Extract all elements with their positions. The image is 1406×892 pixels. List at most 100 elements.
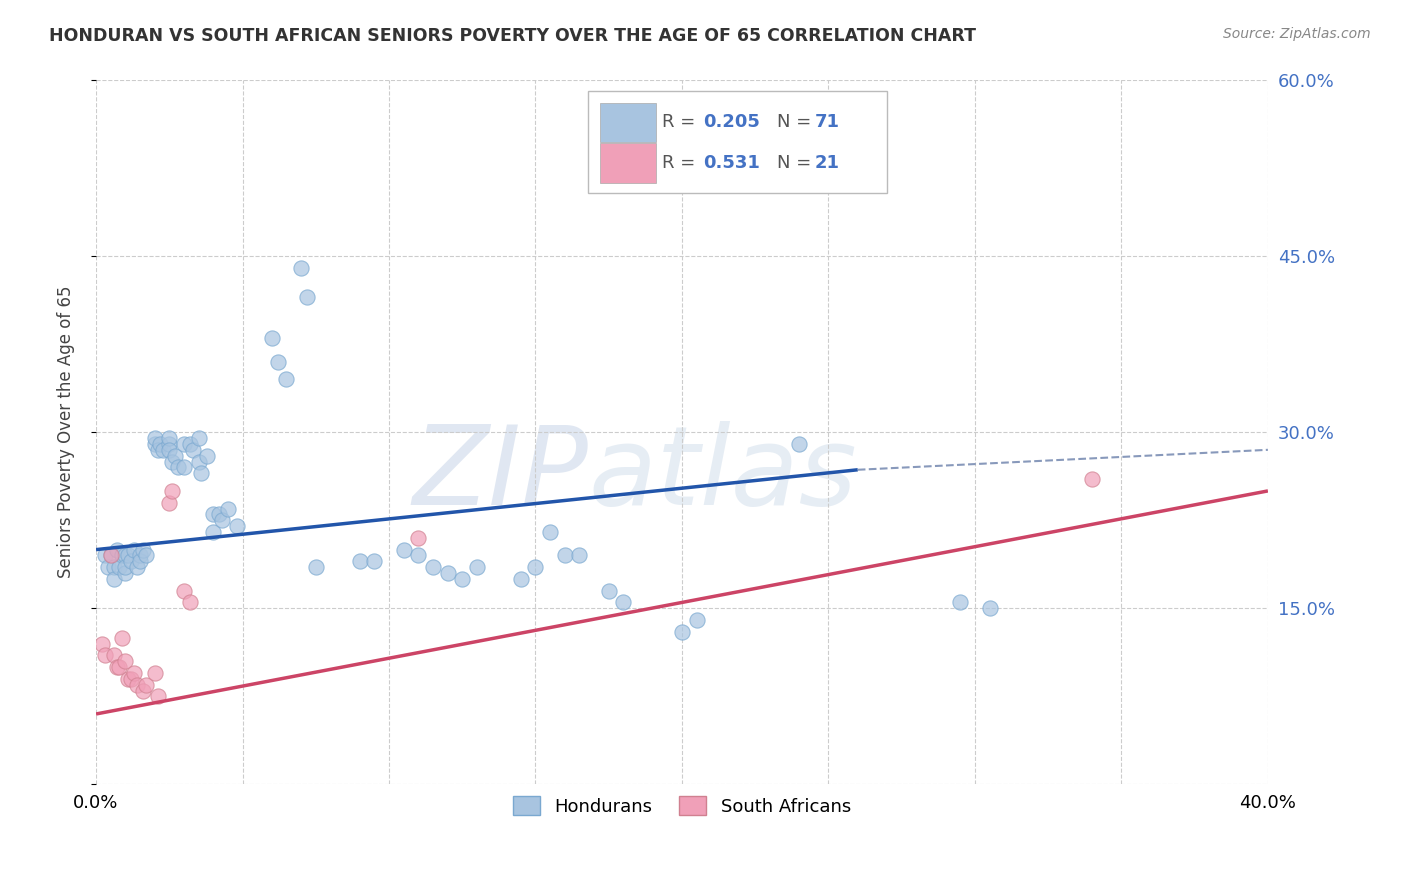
Point: [392, 542, 415, 557]
Point: [173, 437, 195, 451]
Point: [451, 572, 474, 586]
Point: [408, 531, 430, 545]
Point: [157, 496, 180, 510]
Point: [125, 678, 148, 692]
Point: [90, 636, 112, 650]
Point: [598, 583, 620, 598]
Point: [132, 683, 155, 698]
Point: [120, 672, 142, 686]
Point: [173, 460, 195, 475]
Point: [305, 560, 328, 574]
Point: [146, 442, 169, 457]
Point: [671, 624, 693, 639]
Point: [108, 660, 131, 674]
Point: [524, 560, 547, 574]
Point: [149, 437, 172, 451]
Point: [103, 648, 125, 663]
Point: [187, 454, 209, 468]
Point: [211, 513, 233, 527]
Point: [160, 454, 183, 468]
Point: [94, 648, 117, 663]
Text: HONDURAN VS SOUTH AFRICAN SENIORS POVERTY OVER THE AGE OF 65 CORRELATION CHART: HONDURAN VS SOUTH AFRICAN SENIORS POVERT…: [49, 27, 976, 45]
Point: [179, 437, 201, 451]
Point: [408, 549, 430, 563]
Point: [146, 690, 169, 704]
Y-axis label: Seniors Poverty Over the Age of 65: Seniors Poverty Over the Age of 65: [58, 286, 75, 578]
Point: [100, 549, 122, 563]
Point: [187, 431, 209, 445]
Point: [195, 449, 218, 463]
Point: [135, 678, 157, 692]
Point: [179, 595, 201, 609]
Point: [114, 560, 136, 574]
Text: ZIP: ZIP: [412, 421, 588, 528]
Point: [225, 519, 247, 533]
Point: [436, 566, 458, 580]
Point: [787, 437, 810, 451]
Point: [157, 442, 180, 457]
Point: [100, 549, 122, 563]
Point: [1081, 472, 1104, 486]
Point: [125, 560, 148, 574]
Point: [295, 290, 318, 304]
Point: [509, 572, 531, 586]
Point: [94, 549, 117, 563]
Point: [208, 508, 231, 522]
Point: [105, 660, 128, 674]
Point: [260, 331, 283, 345]
Text: N =: N =: [778, 154, 817, 172]
FancyBboxPatch shape: [600, 144, 657, 183]
Point: [103, 560, 125, 574]
FancyBboxPatch shape: [600, 103, 657, 142]
Point: [202, 508, 225, 522]
Point: [349, 554, 371, 568]
Point: [97, 560, 120, 574]
Text: R =: R =: [662, 113, 702, 131]
Point: [143, 431, 166, 445]
Point: [129, 554, 152, 568]
Point: [117, 549, 139, 563]
Point: [167, 460, 190, 475]
Point: [276, 372, 298, 386]
Point: [173, 583, 195, 598]
Point: [160, 483, 183, 498]
Point: [122, 665, 145, 680]
Point: [103, 572, 125, 586]
Point: [157, 437, 180, 451]
Point: [949, 595, 972, 609]
Point: [612, 595, 634, 609]
Point: [117, 672, 139, 686]
Text: Source: ZipAtlas.com: Source: ZipAtlas.com: [1223, 27, 1371, 41]
Point: [217, 501, 239, 516]
Point: [114, 566, 136, 580]
Point: [554, 549, 576, 563]
Point: [122, 542, 145, 557]
Point: [114, 549, 136, 563]
Point: [111, 631, 134, 645]
Point: [152, 442, 174, 457]
Text: 71: 71: [814, 113, 839, 131]
Legend: Hondurans, South Africans: Hondurans, South Africans: [503, 788, 860, 825]
Point: [143, 665, 166, 680]
Point: [129, 549, 152, 563]
Point: [181, 442, 204, 457]
Point: [157, 431, 180, 445]
Point: [538, 524, 561, 539]
Text: 0.205: 0.205: [703, 113, 759, 131]
Text: 0.531: 0.531: [703, 154, 759, 172]
Point: [190, 467, 212, 481]
Point: [111, 549, 134, 563]
Point: [363, 554, 385, 568]
Point: [568, 549, 591, 563]
Point: [108, 560, 131, 574]
Point: [135, 549, 157, 563]
Point: [979, 601, 1001, 615]
Point: [266, 355, 288, 369]
Point: [105, 542, 128, 557]
Point: [120, 554, 142, 568]
Text: N =: N =: [778, 113, 817, 131]
Text: R =: R =: [662, 154, 702, 172]
Point: [165, 449, 187, 463]
Point: [290, 260, 312, 275]
Point: [132, 542, 155, 557]
